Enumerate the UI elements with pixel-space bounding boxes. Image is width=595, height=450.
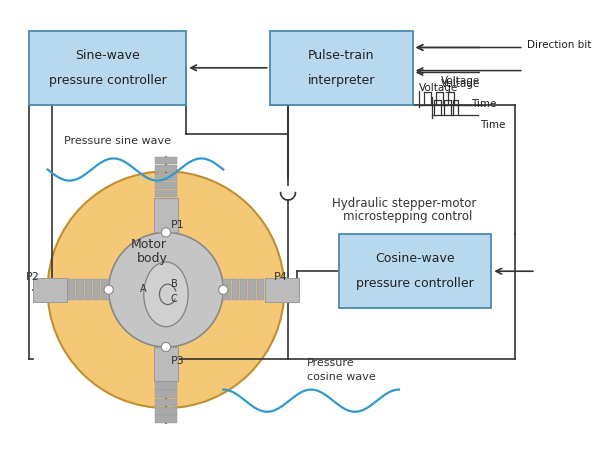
Text: C: C <box>171 294 177 304</box>
Text: Motor: Motor <box>131 238 167 251</box>
Bar <box>101 279 109 300</box>
Bar <box>155 157 177 164</box>
Text: body: body <box>136 252 167 265</box>
Bar <box>155 407 177 414</box>
Bar <box>33 278 67 302</box>
Text: Direction bit: Direction bit <box>527 40 591 50</box>
Text: pressure controller: pressure controller <box>49 74 167 87</box>
Bar <box>154 347 178 381</box>
Text: A: A <box>140 284 147 293</box>
Text: P4: P4 <box>274 272 288 283</box>
Text: P3: P3 <box>171 356 184 366</box>
Text: Time: Time <box>471 99 496 108</box>
Bar <box>155 190 177 198</box>
Bar <box>68 279 76 300</box>
Circle shape <box>48 171 284 408</box>
Circle shape <box>161 228 171 237</box>
Text: Pulse-train: Pulse-train <box>308 49 374 62</box>
Text: microstepping control: microstepping control <box>343 211 473 223</box>
Text: P1: P1 <box>171 220 184 230</box>
Bar <box>155 173 177 181</box>
Bar <box>240 279 248 300</box>
Bar <box>256 279 264 300</box>
Ellipse shape <box>144 262 188 327</box>
Bar <box>155 415 177 423</box>
Bar <box>248 279 256 300</box>
Bar <box>155 165 177 172</box>
Circle shape <box>109 232 223 347</box>
Text: Hydraulic stepper-motor: Hydraulic stepper-motor <box>333 197 477 210</box>
Bar <box>93 279 101 300</box>
Bar <box>231 279 239 300</box>
Text: Voltage: Voltage <box>440 79 480 89</box>
Circle shape <box>104 285 113 294</box>
Text: Voltage: Voltage <box>440 76 480 86</box>
Text: Time: Time <box>480 120 506 130</box>
Bar <box>154 198 178 232</box>
Text: Pressure sine wave: Pressure sine wave <box>64 135 171 146</box>
Text: B: B <box>171 279 177 289</box>
Bar <box>155 382 177 390</box>
Text: cosine wave: cosine wave <box>306 372 375 382</box>
Text: Voltage: Voltage <box>419 83 459 93</box>
Text: interpreter: interpreter <box>308 74 375 87</box>
Bar <box>155 399 177 406</box>
FancyBboxPatch shape <box>29 31 186 105</box>
Bar <box>223 279 231 300</box>
Text: P2: P2 <box>26 272 39 283</box>
FancyBboxPatch shape <box>339 234 491 308</box>
Circle shape <box>219 285 228 294</box>
Bar <box>76 279 84 300</box>
Bar <box>84 279 92 300</box>
Bar <box>155 391 177 398</box>
Circle shape <box>161 342 171 351</box>
Bar <box>155 182 177 189</box>
Text: Cosine-wave: Cosine-wave <box>375 252 455 266</box>
FancyBboxPatch shape <box>270 31 413 105</box>
Text: pressure controller: pressure controller <box>356 277 474 290</box>
Bar <box>265 278 299 302</box>
Text: Pressure: Pressure <box>306 358 354 368</box>
Text: Sine-wave: Sine-wave <box>76 49 140 62</box>
